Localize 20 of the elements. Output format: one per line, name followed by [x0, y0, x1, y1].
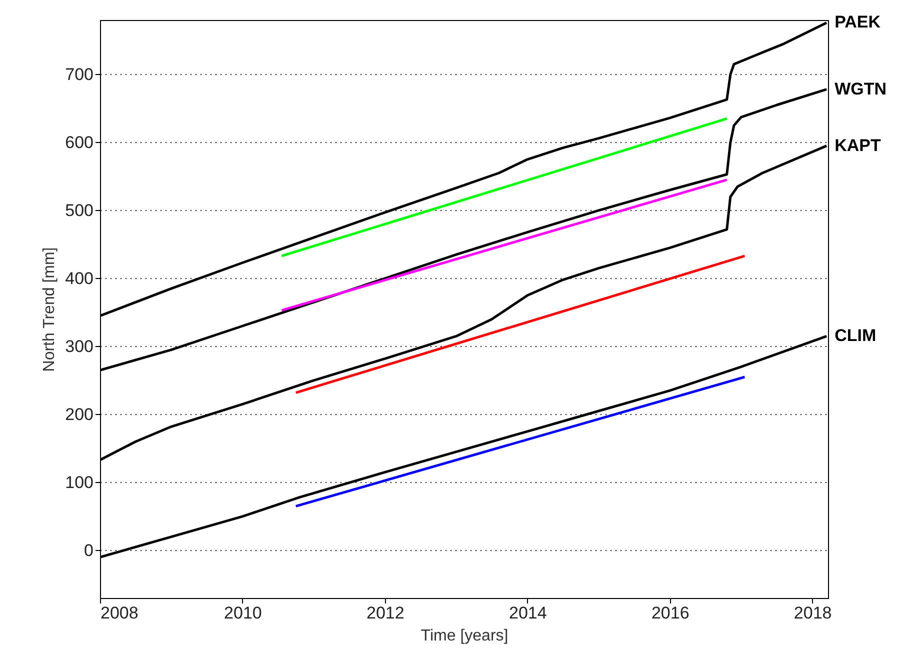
y-tick-label: 400 [65, 268, 94, 288]
x-tick-label: 2010 [224, 604, 262, 622]
y-tick-label: 0 [84, 540, 94, 560]
y-tick-label: 600 [65, 132, 94, 152]
y-tick-label: 500 [65, 200, 94, 220]
y-tick-label: 300 [65, 336, 94, 356]
series-label: KAPT [834, 136, 882, 155]
series-label: PAEK [834, 12, 882, 32]
y-tick-label: 700 [65, 64, 94, 84]
y-axis-title: North Trend [mm] [41, 247, 58, 372]
x-tick-label: 2014 [508, 604, 547, 622]
x-axis-title: Time [years] [420, 628, 508, 644]
x-tick-label: 2016 [651, 604, 690, 622]
x-tick-label: 2008 [100, 604, 138, 622]
y-tick-label: 100 [65, 472, 94, 492]
y-tick-label: 200 [65, 404, 94, 424]
x-tick-label: 2018 [794, 604, 832, 622]
series-label: CLIM [834, 326, 876, 346]
series-label: WGTN [834, 79, 887, 98]
x-tick-label: 2012 [366, 604, 404, 622]
